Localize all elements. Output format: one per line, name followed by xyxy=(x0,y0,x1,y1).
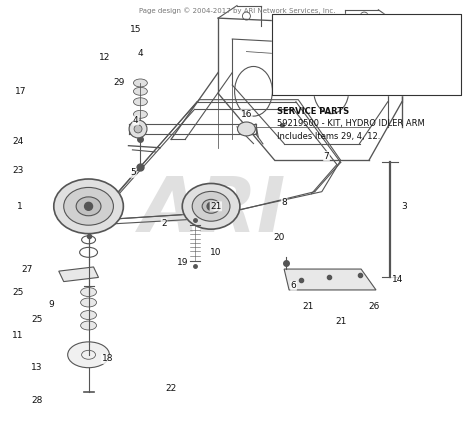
Text: 4: 4 xyxy=(133,116,138,125)
Text: 21: 21 xyxy=(210,202,221,211)
Text: 12: 12 xyxy=(100,53,111,62)
Polygon shape xyxy=(59,267,99,282)
Ellipse shape xyxy=(81,288,97,296)
Text: 59219500 - KIT, HYDRO IDLER ARM: 59219500 - KIT, HYDRO IDLER ARM xyxy=(277,119,425,128)
Text: 13: 13 xyxy=(31,363,43,372)
Text: ARI: ARI xyxy=(140,173,287,248)
Text: 29: 29 xyxy=(113,78,125,88)
Ellipse shape xyxy=(81,298,97,307)
Text: 21: 21 xyxy=(335,317,346,326)
Text: 19: 19 xyxy=(177,258,189,267)
Text: 11: 11 xyxy=(12,331,24,341)
Text: 7: 7 xyxy=(324,152,329,161)
Text: 20: 20 xyxy=(273,233,285,242)
Ellipse shape xyxy=(134,110,147,118)
Circle shape xyxy=(134,125,142,133)
Text: 10: 10 xyxy=(210,248,221,257)
Ellipse shape xyxy=(54,179,123,234)
Text: 28: 28 xyxy=(31,396,42,405)
Text: 24: 24 xyxy=(12,137,24,146)
Polygon shape xyxy=(273,14,461,96)
Ellipse shape xyxy=(134,87,147,95)
Text: 17: 17 xyxy=(15,87,26,96)
Ellipse shape xyxy=(134,98,147,106)
Ellipse shape xyxy=(202,200,220,213)
Ellipse shape xyxy=(81,321,97,330)
Text: 22: 22 xyxy=(165,384,177,393)
Text: 2: 2 xyxy=(161,218,167,227)
Ellipse shape xyxy=(237,122,255,136)
Polygon shape xyxy=(284,269,376,290)
Text: SERVICE PARTS: SERVICE PARTS xyxy=(277,107,349,117)
Text: Includes Items 29, 4, 12.: Includes Items 29, 4, 12. xyxy=(277,132,381,141)
Ellipse shape xyxy=(192,192,230,221)
Ellipse shape xyxy=(134,79,147,87)
Ellipse shape xyxy=(64,187,113,225)
Text: 5: 5 xyxy=(130,168,136,177)
Text: 4: 4 xyxy=(137,49,143,58)
Text: 25: 25 xyxy=(12,288,24,296)
Text: 14: 14 xyxy=(392,275,403,284)
Text: 27: 27 xyxy=(22,264,33,274)
Circle shape xyxy=(129,120,147,138)
Text: 15: 15 xyxy=(130,25,141,35)
Circle shape xyxy=(207,203,215,210)
Text: 25: 25 xyxy=(31,315,42,324)
Text: 16: 16 xyxy=(241,110,252,119)
Text: 8: 8 xyxy=(281,197,287,207)
Text: 6: 6 xyxy=(291,281,296,290)
Ellipse shape xyxy=(68,342,109,368)
Ellipse shape xyxy=(182,184,240,229)
Text: 23: 23 xyxy=(12,166,24,175)
Text: Page design © 2004-2017 by ARI Network Services, Inc.: Page design © 2004-2017 by ARI Network S… xyxy=(139,8,335,14)
Circle shape xyxy=(84,203,92,210)
Text: 3: 3 xyxy=(401,202,407,211)
Text: 21: 21 xyxy=(302,302,313,311)
Text: 18: 18 xyxy=(101,354,113,363)
Text: 1: 1 xyxy=(18,202,23,211)
Text: 26: 26 xyxy=(368,302,379,311)
Ellipse shape xyxy=(76,197,101,216)
Text: 9: 9 xyxy=(48,300,54,309)
Ellipse shape xyxy=(81,311,97,320)
